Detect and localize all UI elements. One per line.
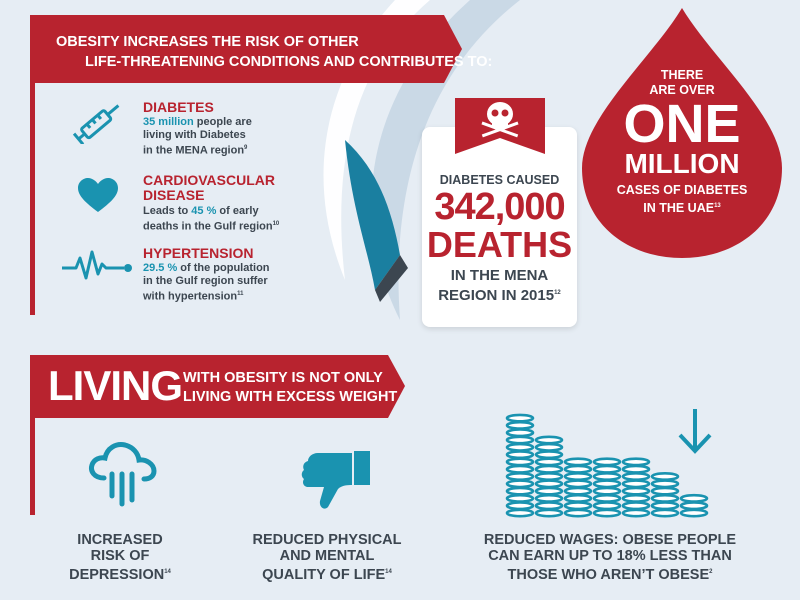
cardio-highlight: 45 %	[191, 205, 217, 217]
blood-drop-icon	[582, 8, 782, 258]
diabetes-ref: 9	[244, 145, 248, 151]
thumbs-down-icon	[301, 451, 370, 509]
hypertension-text-2: in the Gulf region suffer	[143, 275, 268, 287]
bottom-caption-quality: REDUCED PHYSICAL AND MENTAL QUALITY OF L…	[232, 532, 422, 583]
hypertension-ref: 11	[237, 291, 244, 297]
skull-icon	[481, 102, 519, 138]
drop-million: MILLION	[624, 148, 740, 179]
hypertension-text-1: of the population	[177, 262, 270, 274]
bottom-banner-big: LIVING	[48, 362, 183, 409]
quality-line1: REDUCED PHYSICAL	[252, 532, 402, 548]
drop-line5: CASES OF DIABETES	[616, 183, 748, 197]
hypertension-title: HYPERTENSION	[143, 245, 254, 261]
quality-line2: AND MENTAL	[279, 548, 375, 564]
top-banner-line2: LIFE-THREATENING CONDITIONS AND CONTRIBU…	[85, 54, 493, 70]
depression-ref: 14	[164, 569, 171, 575]
drop-line6-text: IN THE UAE	[643, 201, 715, 216]
bottom-banner: LIVING WITH OBESITY IS NOT ONLY LIVING W…	[30, 355, 405, 418]
deaths-ref: 12	[554, 290, 561, 296]
drop-ref: 13	[714, 203, 721, 209]
cardio-text-1: Leads to	[143, 205, 192, 217]
drop-line6: IN THE UAE13	[582, 199, 782, 216]
drop-line1: THERE	[660, 68, 704, 82]
cardio-title-2: DISEASE	[143, 187, 205, 203]
bottom-banner-line2: LIVING WITH EXCESS WEIGHT	[183, 389, 398, 405]
top-banner-pole	[30, 15, 35, 315]
cardio-title-1: CARDIOVASCULAR	[143, 172, 275, 188]
deaths-card	[422, 127, 577, 327]
top-banner-shape	[30, 15, 462, 83]
diabetes-title: DIABETES	[143, 99, 214, 115]
deaths-line4: IN THE MENA	[450, 267, 549, 284]
top-banner: OBESITY INCREASES THE RISK OF OTHER LIFE…	[30, 15, 492, 83]
depression-line2: RISK OF	[90, 548, 150, 564]
syringe-icon	[72, 104, 120, 144]
wages-line3: THOSE WHO AREN’T OBESE	[507, 566, 710, 583]
deaths-line1: DIABETES CAUSED	[439, 173, 560, 187]
cardio-title: CARDIOVASCULAR DISEASE	[143, 173, 275, 203]
diabetes-text-2: living with Diabetes	[143, 129, 246, 141]
cardio-text-2: deaths in the Gulf region	[143, 220, 273, 233]
hypertension-text: 29.5 % of the population in the Gulf reg…	[143, 262, 313, 304]
heart-icon	[78, 178, 118, 212]
top-banner-line1: OBESITY INCREASES THE RISK OF OTHER	[56, 34, 359, 50]
bottom-banner-line1: WITH OBESITY IS NOT ONLY	[183, 370, 383, 386]
bottom-banner-pole	[30, 355, 35, 515]
bottom-caption-wages: REDUCED WAGES: OBESE PEOPLE CAN EARN UP …	[450, 532, 770, 583]
deaths-number: 342,000	[434, 186, 565, 228]
deaths-line5-text: REGION IN 2015	[438, 287, 555, 304]
depression-line3: DEPRESSION	[69, 566, 165, 583]
depression-line1: INCREASED	[77, 532, 163, 548]
drop-one: ONE	[623, 94, 741, 154]
diabetes-text-1: people are	[193, 116, 252, 128]
skull-banner	[455, 98, 545, 154]
drop-line2: ARE OVER	[649, 83, 715, 97]
diabetes-text-3: in the MENA region	[143, 144, 245, 157]
cardio-text: Leads to 45 % of early deaths in the Gul…	[143, 205, 313, 234]
deaths-word: DEATHS	[426, 224, 573, 265]
cardio-ref: 10	[272, 221, 280, 227]
diabetes-highlight: 35 million	[143, 116, 194, 128]
wages-line1: REDUCED WAGES: OBESE PEOPLE	[483, 532, 737, 548]
bottom-banner-shape	[30, 355, 405, 418]
deaths-line5: REGION IN 201512	[422, 285, 577, 304]
bottom-caption-depression: INCREASED RISK OF DEPRESSION14	[40, 532, 200, 583]
wages-line2: CAN EARN UP TO 18% LESS THAN	[488, 548, 732, 564]
quality-line3: QUALITY OF LIFE	[262, 566, 386, 583]
heartbeat-icon	[62, 250, 132, 280]
down-arrow-icon	[678, 409, 712, 454]
cardio-text-1b: of early	[216, 205, 259, 217]
rain-cloud-icon	[89, 442, 157, 507]
hypertension-text-3: with hypertension	[143, 290, 238, 303]
quality-ref: 14	[385, 569, 392, 575]
hypertension-highlight: 29.5 %	[143, 262, 178, 274]
wages-ref: 2	[709, 569, 713, 575]
coins-stack-icon	[505, 409, 712, 518]
diabetes-text: 35 million people are living with Diabet…	[143, 116, 303, 158]
